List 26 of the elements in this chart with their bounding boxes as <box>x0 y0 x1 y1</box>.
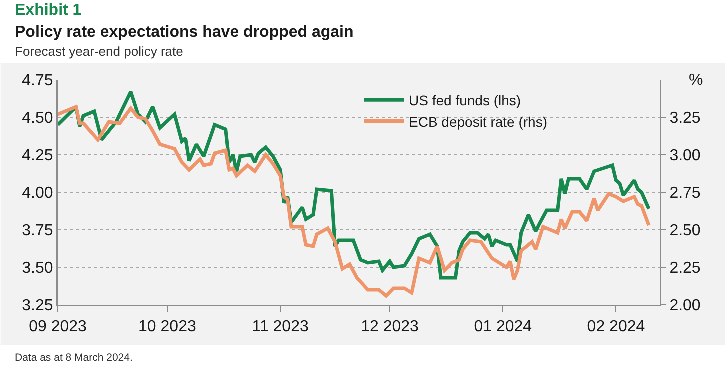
x-tick-label: 10 2023 <box>138 318 196 336</box>
y-tick-label: 3.50 <box>22 260 54 278</box>
x-tick-label: 01 2024 <box>474 318 532 336</box>
y-tick-label: 3.25 <box>22 298 54 315</box>
legend-label: US fed funds (lhs) <box>409 92 522 109</box>
y2-tick-label: 2.50 <box>670 222 701 240</box>
x-tick-label: 12 2023 <box>361 318 420 336</box>
y2-axis-title: % <box>689 72 704 89</box>
chart-title: Policy rate expectations have dropped again <box>15 24 354 41</box>
y2-tick-label: 3.25 <box>670 110 701 128</box>
y-tick-label: 4.50 <box>22 110 54 128</box>
y-tick-label: 4.00 <box>22 185 54 202</box>
chart-subtitle: Forecast year-end policy rate <box>15 44 184 59</box>
text: Data as at 8 March 2024. <box>15 352 133 364</box>
y-tick-label: 3.75 <box>22 222 54 240</box>
y2-tick-label: 2.25 <box>670 260 701 278</box>
y-tick-label: 4.25 <box>22 148 54 165</box>
x-tick-label: 09 2023 <box>29 318 88 336</box>
y2-tick-label: 2.00 <box>670 298 701 315</box>
x-tick-label: 11 2023 <box>252 318 309 336</box>
x-tick-label: 02 2024 <box>587 318 646 336</box>
y2-tick-label: 2.75 <box>670 185 701 202</box>
y2-tick-label: 3.00 <box>670 148 701 165</box>
y-tick-label: 4.75 <box>22 72 54 90</box>
text: Exhibit 1 <box>15 2 82 19</box>
legend-label: ECB deposit rate (rhs) <box>409 114 548 130</box>
